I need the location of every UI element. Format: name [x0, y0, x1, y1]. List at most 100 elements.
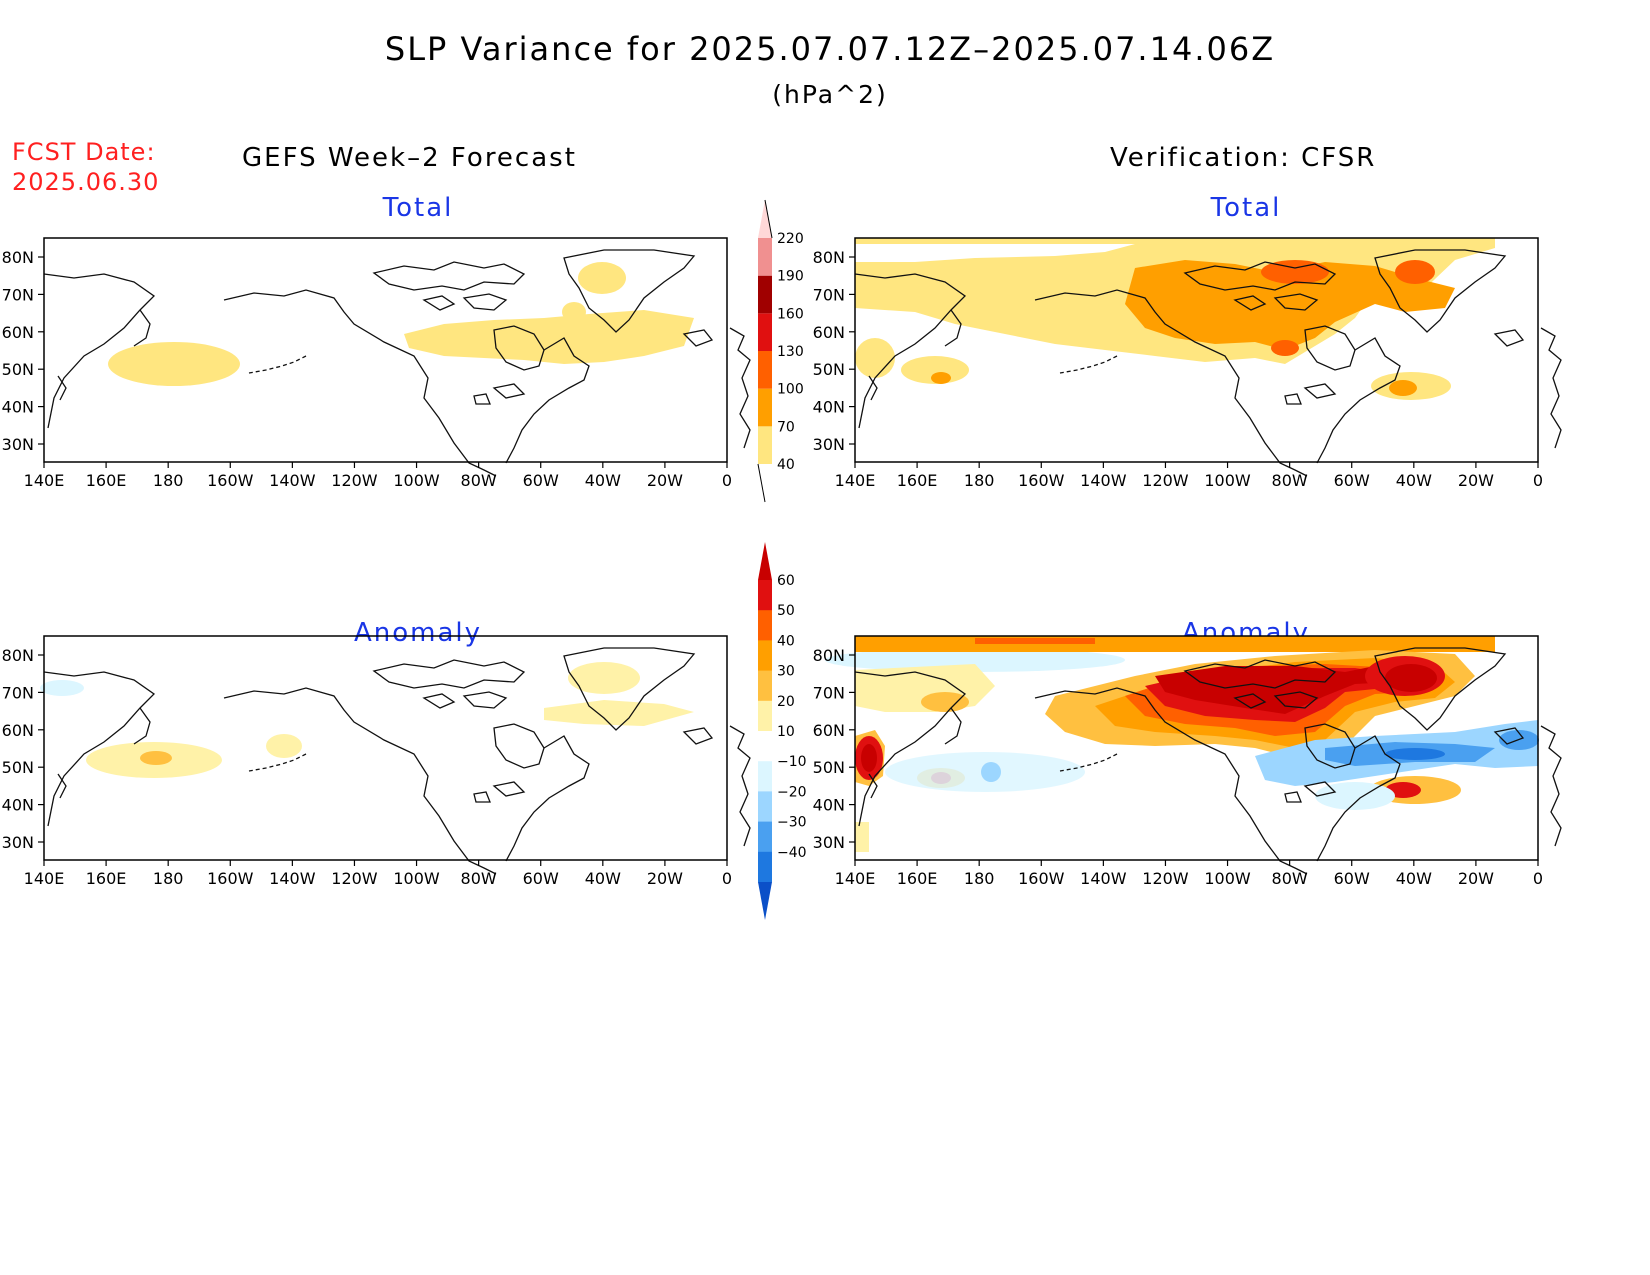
lon-tick-label: 160W [1018, 471, 1065, 490]
colorbar-anomaly-label: 60 [777, 573, 795, 589]
lon-tick-label: 160W [207, 471, 254, 490]
gefs-anomaly-panel [40, 635, 751, 875]
lon-tick-label: 20W [1458, 869, 1494, 888]
lon-tick-label: 160E [86, 471, 127, 490]
colorbar-anomaly-label: 10 [777, 724, 795, 740]
lon-tick-label: 120W [1142, 471, 1189, 490]
colorbar-total-upper-edge [764, 199, 773, 239]
colorbar-total-swatch [758, 275, 772, 314]
lon-tick-label: 80W [461, 471, 497, 490]
colorbar-anomaly-label: 20 [777, 694, 795, 710]
lon-tick-label: 60W [523, 869, 559, 888]
lat-tick-label: 60N [2, 721, 34, 740]
lon-tick-label: 180 [964, 869, 995, 888]
lat-tick-label: 80N [2, 646, 34, 665]
colorbar-total-label: 70 [777, 419, 795, 435]
colorbar-anomaly-swatch [758, 821, 772, 853]
colorbar-total-label: 100 [777, 382, 804, 398]
fcst-date-value: 2025.06.30 [12, 168, 160, 196]
colorbar-total-swatch [758, 388, 772, 427]
colorbar-total: 40 70 100 130 160 190 220 [757, 199, 804, 503]
lon-tick-label: 140E [24, 869, 65, 888]
lon-tick-label: 180 [964, 471, 995, 490]
lat-tick-label: 70N [813, 285, 845, 304]
colorbar-anomaly-swatch [758, 731, 772, 762]
gefs-column-title: GEFS Week–2 Forecast [242, 143, 577, 173]
lat-tick-label: 40N [813, 796, 845, 815]
colorbar-total-label: 190 [777, 269, 804, 285]
lon-tick-label: 160W [1018, 869, 1065, 888]
lon-tick-label: 100W [1204, 869, 1251, 888]
lon-tick-label: 80W [461, 869, 497, 888]
cfsr-anomaly-shading [825, 636, 1539, 852]
lon-tick-label: 120W [331, 471, 378, 490]
colorbar-anomaly-swatch [758, 700, 772, 732]
lat-tick-label: 30N [813, 833, 845, 852]
lon-tick-label: 60W [1334, 471, 1370, 490]
colorbar-anomaly-upper-cap [758, 542, 772, 580]
lat-tick-label: 70N [2, 285, 34, 304]
colorbar-anomaly-swatch [758, 580, 772, 611]
lat-tick-label: 60N [813, 721, 845, 740]
lon-tick-label: 20W [647, 869, 683, 888]
lat-tick-label: 60N [2, 323, 34, 342]
lon-tick-label: 100W [393, 869, 440, 888]
colorbar-anomaly: 60 50 40 30 20 10 −10 −20 −30 −40 [758, 542, 807, 920]
lat-tick-label: 70N [2, 683, 34, 702]
lon-tick-label: 140E [24, 471, 65, 490]
lon-tick-label: 160E [897, 869, 938, 888]
colorbar-total-label: 40 [777, 457, 795, 473]
lon-tick-label: 40W [1396, 869, 1432, 888]
colorbar-anomaly-label: −10 [777, 754, 807, 770]
lon-tick-label: 160W [207, 869, 254, 888]
lon-tick-label: 0 [1533, 471, 1543, 490]
colorbar-anomaly-swatch [758, 610, 772, 641]
colorbar-total-cap [758, 200, 772, 238]
lat-tick-label: 80N [2, 248, 34, 267]
colorbar-total-swatch [758, 313, 772, 351]
lon-tick-label: 100W [1204, 471, 1251, 490]
lat-tick-label: 50N [813, 360, 845, 379]
gefs-anomaly-frame [43, 635, 728, 861]
lon-tick-label: 0 [722, 471, 732, 490]
lat-tick-label: 70N [813, 683, 845, 702]
lon-tick-label: 20W [1458, 471, 1494, 490]
lon-tick-label: 180 [153, 869, 184, 888]
colorbar-anomaly-swatch [758, 791, 772, 823]
cfsr-total-panel [854, 237, 1562, 477]
lon-tick-label: 140W [1080, 869, 1127, 888]
colorbar-anomaly-swatch [758, 851, 772, 883]
gefs-anomaly-shading [40, 662, 694, 778]
cfsr-total-title: Total [1210, 193, 1282, 223]
colorbar-anomaly-label: −20 [777, 784, 807, 800]
lon-tick-label: 160E [897, 471, 938, 490]
lon-tick-label: 120W [1142, 869, 1189, 888]
colorbar-total-label: 160 [777, 306, 804, 322]
lat-tick-label: 40N [813, 398, 845, 417]
colorbar-anomaly-lower-cap [758, 882, 772, 920]
gefs-total-title: Total [382, 193, 454, 223]
gefs-anomaly-title: Anomaly [353, 618, 483, 648]
lon-tick-label: 140E [835, 869, 876, 888]
colorbar-total-swatch [758, 351, 772, 389]
lon-tick-label: 40W [1396, 471, 1432, 490]
lon-tick-label: 140W [269, 869, 316, 888]
colorbar-anomaly-label: −40 [777, 845, 807, 861]
lon-tick-label: 100W [393, 471, 440, 490]
lon-tick-label: 0 [1533, 869, 1543, 888]
lon-tick-label: 60W [1334, 869, 1370, 888]
colorbar-total-swatch [758, 426, 772, 464]
lon-tick-label: 180 [153, 471, 184, 490]
lon-tick-label: 40W [585, 869, 621, 888]
cfsr-column-title: Verification: CFSR [1110, 143, 1377, 173]
axis-labels: 140E 160E 180 160W 140W 120W 100W 80W 60W 40W 20W 0… [2, 248, 1543, 888]
colorbar-anomaly-swatch [758, 670, 772, 702]
colorbar-anomaly-label: 30 [777, 664, 795, 680]
gefs-total-frame [43, 237, 728, 463]
cfsr-total-shading [855, 238, 1495, 400]
lat-tick-label: 30N [2, 833, 34, 852]
cfsr-anomaly-panel [825, 635, 1562, 875]
colorbar-total-swatch [758, 238, 772, 276]
lat-tick-label: 30N [2, 435, 34, 454]
